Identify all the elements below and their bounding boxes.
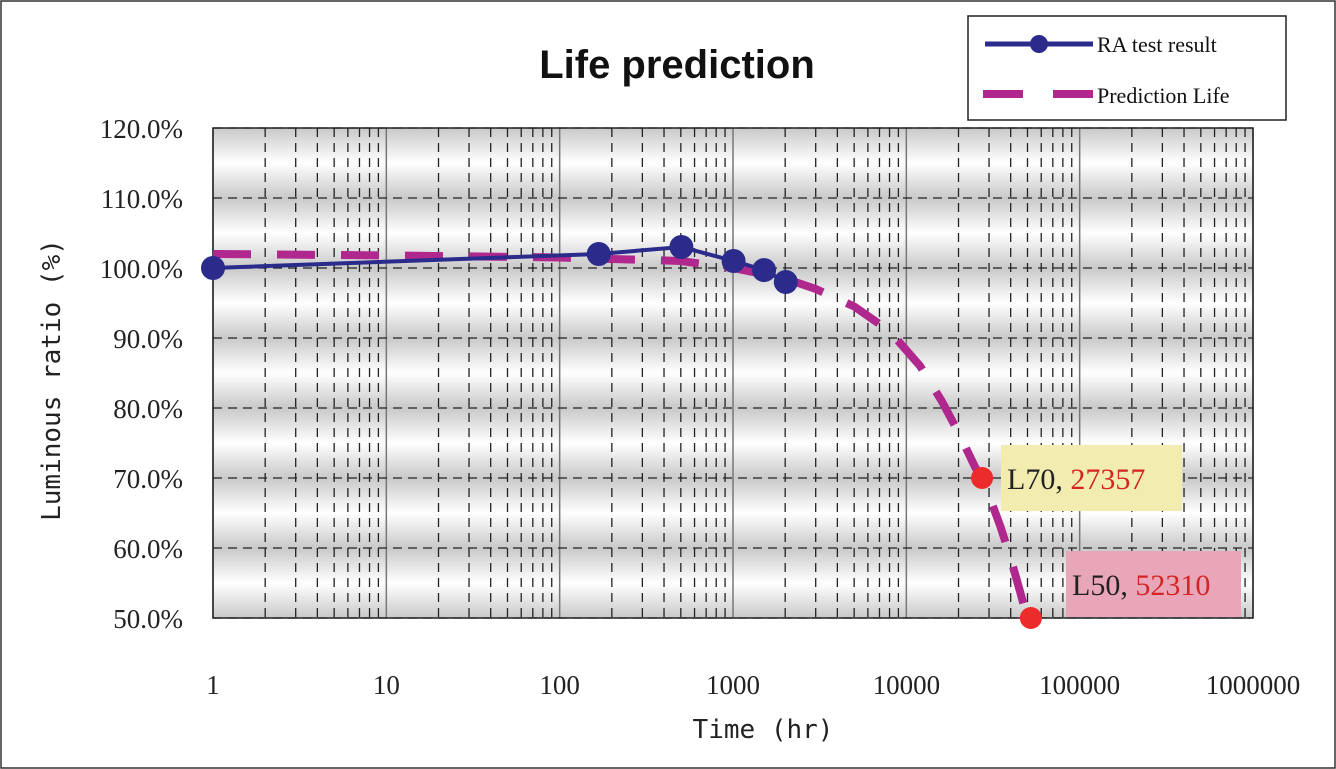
y-axis-label: Luminous ratio (%) xyxy=(37,239,67,521)
annotation-label: L50, 52310 xyxy=(1072,569,1210,602)
plot-border xyxy=(212,127,1254,619)
annotation-prefix: L70, xyxy=(1007,463,1070,496)
series-layer xyxy=(201,235,1035,621)
x-tick-label: 1000 xyxy=(706,670,760,700)
lifetime-point xyxy=(1019,607,1042,629)
y-tick-label: 110.0% xyxy=(101,184,183,214)
grid-lines xyxy=(212,127,1254,619)
tick-labels: 120.0% 110.0% 100.0% 90.0% 80.0% 70.0% 60.0% 50… xyxy=(100,114,1301,700)
prediction-life-line xyxy=(212,250,1035,621)
x-tick-label: 1 xyxy=(206,670,220,700)
y-tick-label: 90.0% xyxy=(113,324,183,354)
ra-test-point xyxy=(586,242,611,266)
chart-title: Life prediction xyxy=(539,43,815,87)
y-tick-label: 70.0% xyxy=(113,464,183,494)
legend: RA test result Prediction Life xyxy=(967,15,1287,121)
legend-ra-marker xyxy=(1030,35,1048,53)
y-tick-label: 100.0% xyxy=(100,254,183,284)
annotation-prefix: L50, xyxy=(1072,569,1135,602)
y-tick-label: 50.0% xyxy=(113,604,183,634)
annotations: L70, 27357 L50, 52310 xyxy=(971,445,1241,629)
ra-test-point xyxy=(669,235,694,259)
y-tick-label: 120.0% xyxy=(100,114,183,144)
annotation-box xyxy=(1066,551,1241,617)
legend-box xyxy=(967,15,1287,121)
legend-ra-label: RA test result xyxy=(1097,32,1217,57)
ra-test-point xyxy=(721,249,746,273)
ra-test-point xyxy=(201,256,225,280)
legend-prediction-label: Prediction Life xyxy=(1097,83,1230,108)
y-tick-label: 60.0% xyxy=(113,534,183,564)
x-tick-label: 1000000 xyxy=(1206,670,1301,700)
lifetime-point xyxy=(971,467,994,489)
y-tick-label: 80.0% xyxy=(113,394,183,424)
annotation-value: 27357 xyxy=(1070,463,1145,496)
annotation-label: L70, 27357 xyxy=(1007,463,1145,496)
x-tick-label: 10000 xyxy=(873,670,941,700)
x-tick-label: 10 xyxy=(373,670,400,700)
annotation-value: 52310 xyxy=(1135,569,1210,602)
x-tick-label: 100000 xyxy=(1039,670,1120,700)
x-tick-label: 100 xyxy=(539,670,580,700)
annotation-box xyxy=(1001,445,1182,511)
ra-test-point xyxy=(752,258,777,283)
ra-test-point xyxy=(773,270,798,294)
x-axis-label: Time (hr) xyxy=(693,715,834,745)
